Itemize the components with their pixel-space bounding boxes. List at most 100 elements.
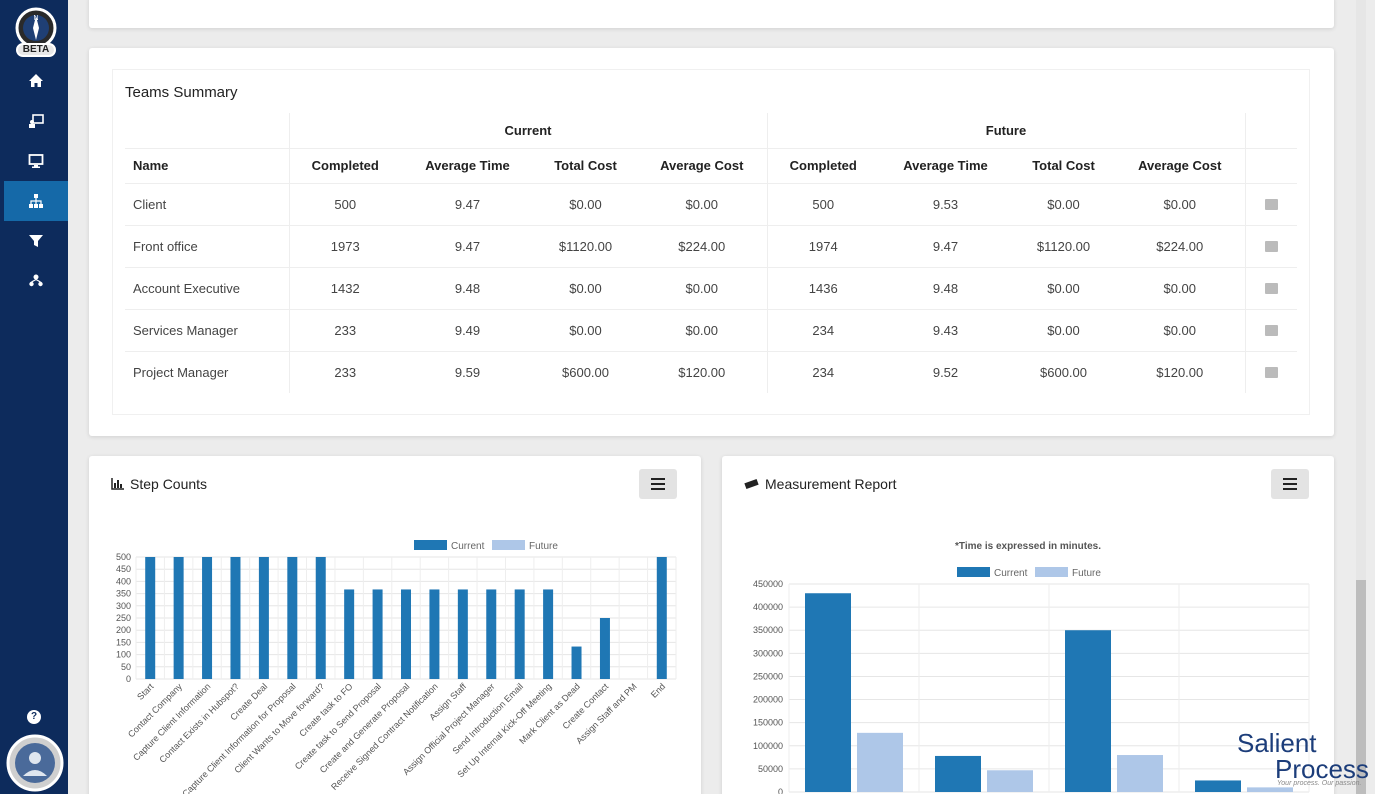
bar-current <box>1065 630 1111 792</box>
table-cell-c-total-cost: $0.00 <box>569 196 602 212</box>
row-detail-icon[interactable] <box>1264 241 1278 252</box>
brand-line1: Salient <box>1237 728 1317 758</box>
future-group-header: Future <box>766 113 1245 148</box>
y-tick-label: 200000 <box>753 695 783 705</box>
table-cell-c-total-cost: $0.00 <box>569 322 602 338</box>
y-tick-label: 50 <box>121 662 131 672</box>
compass-logo-icon[interactable]: N <box>14 6 58 58</box>
legend-swatch-future <box>1035 567 1068 577</box>
legend-label-future: Future <box>529 541 558 552</box>
bar-current <box>372 589 383 679</box>
sidebar-item-filter[interactable] <box>4 221 68 261</box>
table-cell-f-completed: 1436 <box>766 267 879 309</box>
col-current-avg-cost[interactable]: Average Cost <box>660 158 744 173</box>
table-row: Client 500 9.47 $0.00 $0.00 500 9.53 $0.00 $0.00 <box>125 183 1297 225</box>
y-tick-label: 250000 <box>753 671 783 681</box>
sitemap-icon <box>29 194 43 208</box>
measurement-report-card: Measurement Report *Time is expressed in… <box>722 456 1334 794</box>
hamburger-icon <box>651 478 665 490</box>
y-tick-label: 50000 <box>758 764 783 774</box>
bar-current <box>429 589 440 679</box>
bar-current <box>935 755 981 792</box>
sidebar: N BETA ? <box>0 0 68 794</box>
filter-icon <box>29 235 43 247</box>
table-cell-f-completed: 500 <box>766 183 879 225</box>
bar-current <box>287 557 298 679</box>
ruler-icon <box>744 478 759 490</box>
col-name[interactable]: Name <box>133 158 169 173</box>
page-scrollbar-thumb[interactable] <box>1356 580 1366 794</box>
page-scrollbar[interactable] <box>1356 0 1366 794</box>
measurement-report-menu-button[interactable] <box>1271 469 1309 499</box>
legend-label-current: Current <box>451 541 485 552</box>
table-cell-c-avg-time: 9.47 <box>454 196 481 212</box>
col-current-avg-time[interactable]: Average Time <box>425 158 510 173</box>
bar-current <box>571 646 582 679</box>
row-detail-icon[interactable] <box>1264 199 1278 210</box>
x-tick-label: Start <box>135 681 156 702</box>
bar-current <box>401 589 411 679</box>
measurement-report-title: Measurement Report <box>765 476 897 492</box>
sidebar-item-hierarchy[interactable] <box>4 181 68 221</box>
x-tick-label: Receive Signed Contract Notification <box>329 681 440 792</box>
y-tick-label: 350000 <box>753 625 783 635</box>
col-current-completed[interactable]: Completed <box>288 148 401 183</box>
sidebar-item-home[interactable] <box>4 61 68 101</box>
table-cell-f-avg-cost: $0.00 <box>1163 280 1197 296</box>
bar-future <box>1117 755 1163 792</box>
bar-current <box>145 557 156 679</box>
table-cell-f-total-cost: $1120.00 <box>1036 238 1091 254</box>
table-row: Services Manager 233 9.49 $0.00 $0.00 234 9.43… <box>125 309 1297 351</box>
step-counts-title: Step Counts <box>130 476 208 492</box>
y-tick-label: 150 <box>116 637 131 647</box>
bar-current <box>230 557 241 679</box>
table-row: Project Manager 233 9.59 $600.00 $120.00 234 9… <box>125 351 1297 393</box>
teams-summary-panel: Teams Summary Current Future Name Comple… <box>112 69 1310 415</box>
y-tick-label: 350 <box>116 589 131 599</box>
table-cell-f-total-cost: $0.00 <box>1047 280 1080 296</box>
table-cell-c-completed: 500 <box>288 183 401 225</box>
bar-current <box>805 593 851 792</box>
bar-current <box>1195 780 1241 792</box>
table-cell-f-completed: 234 <box>766 351 879 393</box>
brand-line2: Process <box>1275 754 1369 784</box>
user-avatar[interactable] <box>6 734 64 792</box>
y-tick-label: 300 <box>116 601 131 611</box>
measurement-report-chart: *Time is expressed in minutes. Current Fut… <box>753 541 1310 794</box>
table-cell-c-avg-time: 9.47 <box>454 238 481 254</box>
row-detail-icon[interactable] <box>1264 283 1278 294</box>
sidebar-item-monitor[interactable] <box>4 141 68 181</box>
y-tick-label: 250 <box>116 613 131 623</box>
team-name-cell: Services Manager <box>133 322 238 338</box>
col-current-total-cost[interactable]: Total Cost <box>554 158 617 173</box>
hamburger-icon <box>1283 478 1297 490</box>
col-future-avg-time[interactable]: Average Time <box>903 158 988 173</box>
bar-current <box>486 589 497 679</box>
current-group-header: Current <box>288 113 767 148</box>
step-counts-heading: Step Counts <box>111 476 207 492</box>
table-cell-c-avg-cost: $0.00 <box>685 322 719 338</box>
table-cell-f-completed: 234 <box>766 309 879 351</box>
table-row: Account Executive 1432 9.48 $0.00 $0.00 1436 9… <box>125 267 1297 309</box>
col-future-total-cost[interactable]: Total Cost <box>1032 158 1095 173</box>
teams-summary-title: Teams Summary <box>125 84 238 101</box>
help-icon[interactable]: ? <box>27 710 41 724</box>
sidebar-item-teams[interactable] <box>4 261 68 301</box>
row-detail-icon[interactable] <box>1264 367 1278 379</box>
col-future-completed[interactable]: Completed <box>766 148 879 183</box>
step-counts-menu-button[interactable] <box>639 469 677 499</box>
y-tick-label: 150000 <box>753 718 783 728</box>
col-future-avg-cost[interactable]: Average Cost <box>1138 158 1222 173</box>
bar-current <box>656 557 667 679</box>
y-tick-label: 300000 <box>753 648 783 658</box>
users-icon <box>29 274 43 287</box>
table-cell-f-completed: 1974 <box>766 225 879 267</box>
salient-process-logo: Salient Process Your process. Our passio… <box>1237 728 1369 794</box>
y-tick-label: 400000 <box>753 602 783 612</box>
sidebar-item-designer[interactable] <box>4 101 68 141</box>
legend-label-current: Current <box>994 568 1028 579</box>
bar-current <box>514 589 525 679</box>
y-tick-label: 0 <box>126 674 131 684</box>
row-detail-icon[interactable] <box>1264 325 1278 336</box>
y-tick-label: 450 <box>116 564 131 574</box>
